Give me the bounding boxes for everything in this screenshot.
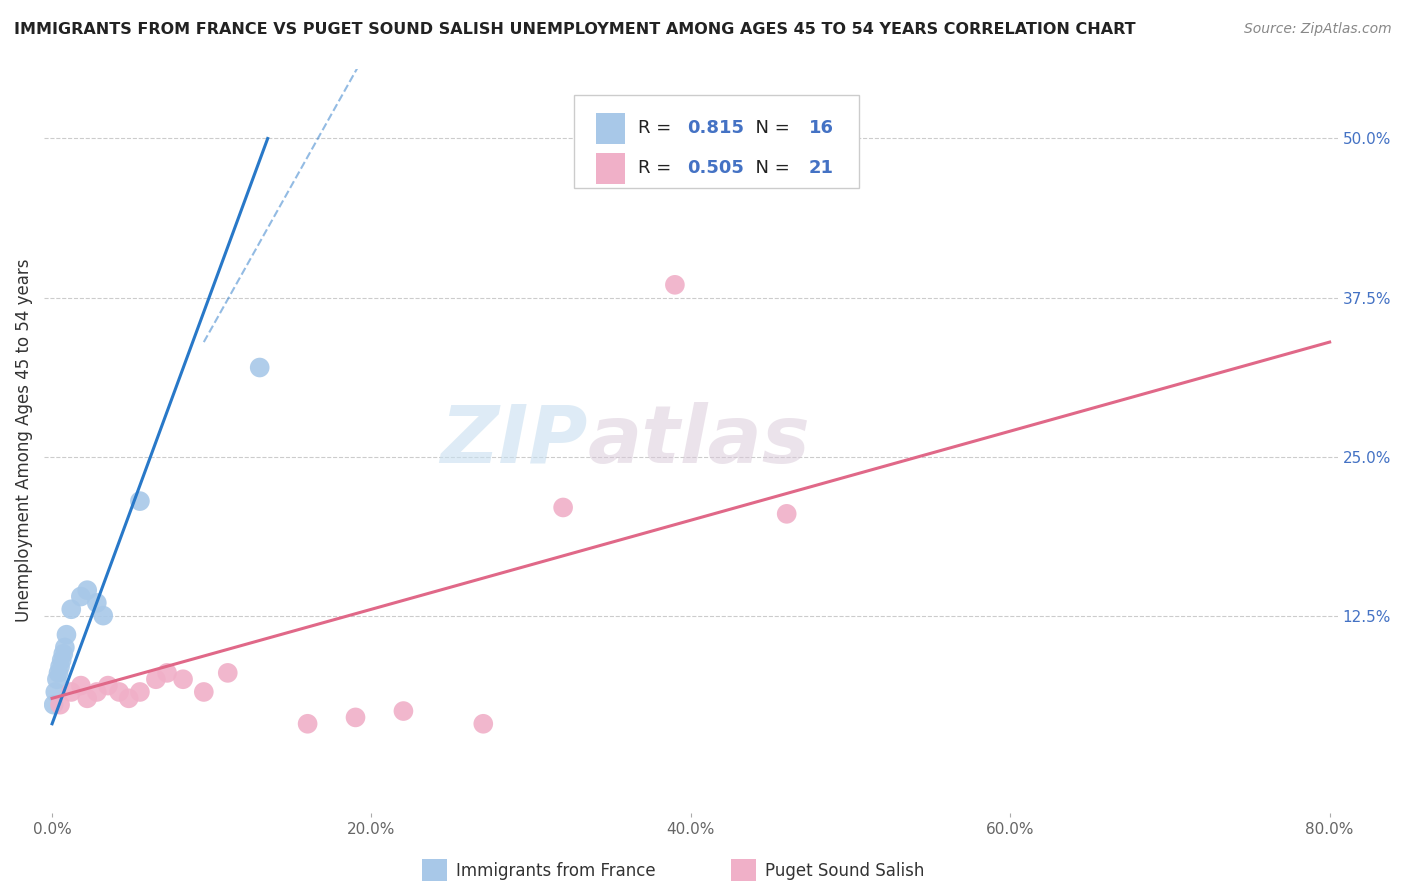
Point <box>108 685 131 699</box>
Point <box>60 602 83 616</box>
Text: ZIP: ZIP <box>440 401 588 480</box>
Point <box>60 685 83 699</box>
FancyBboxPatch shape <box>575 95 859 187</box>
Text: N =: N = <box>744 160 796 178</box>
Point <box>91 608 114 623</box>
Point <box>776 507 799 521</box>
Point <box>217 665 239 680</box>
Text: R =: R = <box>638 120 676 137</box>
Point <box>145 672 167 686</box>
Text: atlas: atlas <box>588 401 810 480</box>
Point <box>129 685 152 699</box>
Text: 16: 16 <box>808 120 834 137</box>
Point <box>76 691 98 706</box>
Point <box>69 679 91 693</box>
Point <box>118 691 141 706</box>
Text: 21: 21 <box>808 160 834 178</box>
Point <box>392 704 415 718</box>
Point <box>86 685 108 699</box>
Point <box>48 665 70 680</box>
Point <box>472 716 495 731</box>
Point <box>52 647 75 661</box>
Point <box>53 640 76 655</box>
Text: N =: N = <box>744 120 796 137</box>
Text: Puget Sound Salish: Puget Sound Salish <box>765 862 924 880</box>
Point <box>51 653 73 667</box>
Point <box>69 590 91 604</box>
Text: IMMIGRANTS FROM FRANCE VS PUGET SOUND SALISH UNEMPLOYMENT AMONG AGES 45 TO 54 YE: IMMIGRANTS FROM FRANCE VS PUGET SOUND SA… <box>14 22 1136 37</box>
Bar <box>596 112 624 144</box>
Text: 0.815: 0.815 <box>688 120 744 137</box>
Point <box>664 277 686 292</box>
Point <box>49 659 72 673</box>
Point <box>49 698 72 712</box>
Point <box>249 360 271 375</box>
Text: Immigrants from France: Immigrants from France <box>456 862 655 880</box>
Point <box>172 672 194 686</box>
Point <box>129 494 152 508</box>
Text: Source: ZipAtlas.com: Source: ZipAtlas.com <box>1244 22 1392 37</box>
Point <box>44 685 66 699</box>
Point <box>45 672 67 686</box>
Point <box>76 583 98 598</box>
Point <box>297 716 319 731</box>
Point <box>553 500 575 515</box>
Point <box>156 665 179 680</box>
Point <box>193 685 215 699</box>
Text: 0.505: 0.505 <box>688 160 744 178</box>
Point <box>86 596 108 610</box>
Text: R =: R = <box>638 160 676 178</box>
Bar <box>596 153 624 184</box>
Point <box>97 679 120 693</box>
Y-axis label: Unemployment Among Ages 45 to 54 years: Unemployment Among Ages 45 to 54 years <box>15 259 32 623</box>
Point <box>344 710 367 724</box>
Point <box>42 698 65 712</box>
Point <box>55 628 77 642</box>
